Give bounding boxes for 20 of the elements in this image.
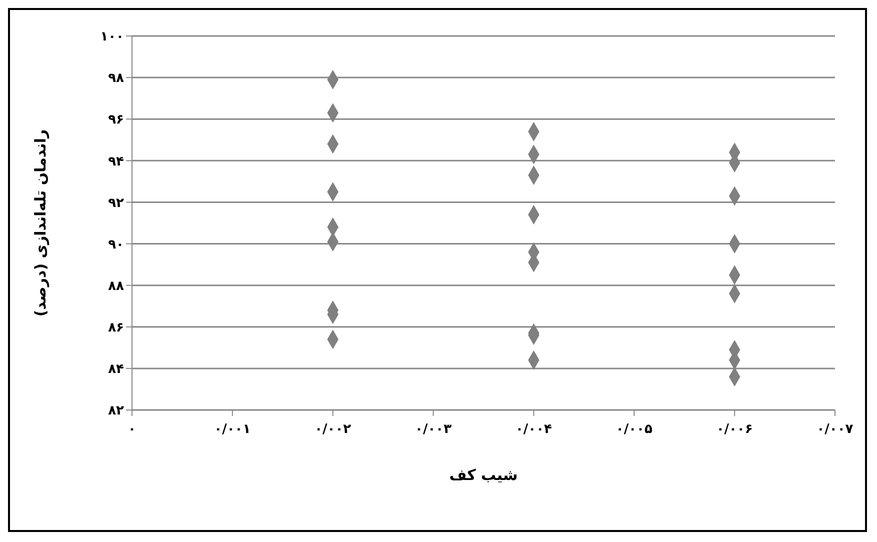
x-tick-label: ۰/۰۰۲: [314, 422, 352, 438]
x-tick-label: ۰/۰۰۵: [616, 422, 652, 438]
x-tick-label: ۰/۰۰۶: [716, 422, 753, 438]
y-tick-label: ۸۶: [108, 320, 124, 336]
y-tick-label: ۹۴: [108, 154, 124, 170]
x-tick-label: ۰: [128, 422, 136, 438]
y-tick-label: ۸۸: [108, 278, 124, 294]
x-tick-label: ۰/۰۰۳: [415, 422, 452, 438]
y-axis-title: راندمان تله‌اندازی (درصد): [31, 129, 50, 317]
y-tick-label: ۹۶: [108, 112, 124, 128]
x-tick-label: ۰/۰۰۱: [214, 422, 251, 438]
y-tick-label: ۹۸: [108, 71, 124, 86]
x-tick-label: ۰/۰۰۷: [816, 422, 854, 438]
y-tick-label: ۱۰۰: [100, 30, 124, 45]
y-tick-label: ۹۰: [108, 237, 124, 252]
y-tick-label: ۸۴: [108, 362, 124, 378]
x-axis-title: شیب کف: [449, 466, 518, 484]
y-tick-label: ۹۲: [108, 196, 124, 211]
x-tick-label: ۰/۰۰۴: [515, 422, 552, 438]
y-tick-label: ۸۲: [108, 404, 124, 419]
